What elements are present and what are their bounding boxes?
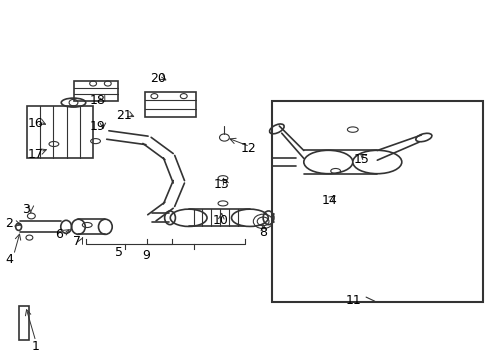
Ellipse shape xyxy=(232,209,269,226)
Text: 9: 9 xyxy=(142,249,150,262)
Text: 10: 10 xyxy=(213,214,228,227)
Bar xyxy=(27,106,93,158)
Text: 12: 12 xyxy=(241,142,257,155)
Text: 16: 16 xyxy=(27,117,43,130)
Ellipse shape xyxy=(353,150,402,174)
Text: 8: 8 xyxy=(260,226,268,239)
Text: 3: 3 xyxy=(22,203,30,216)
Ellipse shape xyxy=(304,150,353,174)
Bar xyxy=(272,101,483,302)
Text: 5: 5 xyxy=(115,246,122,259)
Text: 11: 11 xyxy=(346,294,362,307)
Text: 18: 18 xyxy=(90,94,106,107)
Text: 6: 6 xyxy=(55,228,63,241)
Text: 4: 4 xyxy=(5,253,13,266)
Text: 20: 20 xyxy=(150,72,166,85)
Text: 2: 2 xyxy=(5,217,13,230)
Text: 14: 14 xyxy=(321,194,337,207)
Bar xyxy=(19,306,29,340)
Ellipse shape xyxy=(171,209,207,226)
Text: 13: 13 xyxy=(214,178,229,191)
Text: 1: 1 xyxy=(32,340,40,353)
Text: 17: 17 xyxy=(27,148,43,161)
Text: 19: 19 xyxy=(90,120,106,133)
Text: 15: 15 xyxy=(354,153,369,166)
Bar xyxy=(145,92,196,117)
Text: 7: 7 xyxy=(74,235,81,248)
Bar xyxy=(74,81,118,101)
Text: 21: 21 xyxy=(117,109,132,122)
